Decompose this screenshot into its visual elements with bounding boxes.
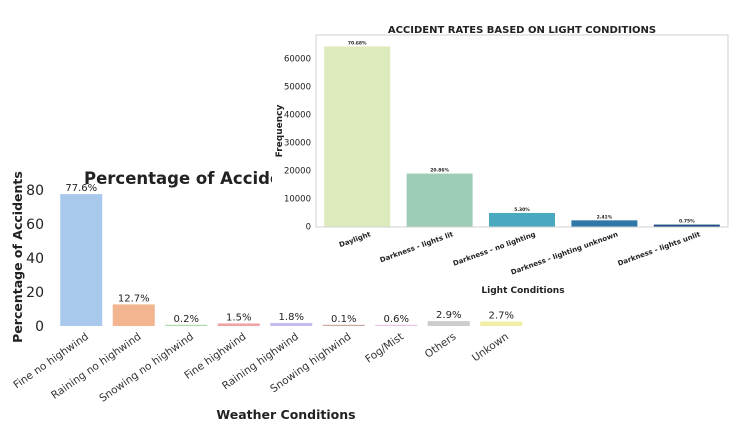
weather-bar	[60, 194, 103, 326]
weather-chart-x-axis-label: Weather Conditions	[216, 407, 355, 422]
light-chart-plot-frame	[315, 34, 729, 228]
weather-y-tick-label: 0	[35, 319, 44, 335]
light-bar-value-label: 70.68%	[348, 40, 367, 46]
light-bar	[571, 220, 638, 227]
light-chart-title: ACCIDENT RATES BASED ON LIGHT CONDITIONS	[388, 25, 656, 36]
weather-bar	[480, 321, 523, 326]
weather-x-tick-label: Unkown	[470, 331, 511, 365]
light-bar	[653, 224, 720, 227]
weather-bar-value-label: 0.1%	[331, 314, 356, 325]
weather-bar	[270, 322, 313, 326]
light-y-tick-label: 10000	[284, 195, 311, 205]
weather-bar-value-label: 1.8%	[279, 312, 304, 323]
light-chart-x-axis-label: Light Conditions	[481, 286, 564, 296]
light-bar-value-label: 5.30%	[514, 207, 530, 213]
weather-chart-title: Percentage of Acciden	[84, 169, 293, 188]
weather-bar	[217, 323, 260, 326]
light-y-tick-label: 50000	[284, 83, 311, 93]
weather-bar	[112, 304, 155, 326]
weather-bar-value-label: 0.6%	[384, 314, 409, 325]
weather-y-tick-label: 60	[26, 217, 44, 233]
weather-bar-value-label: 77.6%	[65, 183, 97, 194]
weather-bar	[427, 321, 470, 326]
light-chart-y-axis-label: Frequency	[275, 105, 285, 158]
weather-bar	[375, 324, 418, 326]
weather-bar	[322, 324, 365, 326]
light-chart: ACCIDENT RATES BASED ON LIGHT CONDITIONS…	[272, 18, 735, 307]
weather-x-tick-label: Snowing no highwind	[97, 331, 196, 405]
weather-bar-value-label: 2.7%	[489, 310, 514, 321]
light-y-tick-label: 20000	[284, 167, 311, 177]
light-bar-value-label: 0.75%	[679, 219, 695, 225]
weather-y-tick-label: 20	[26, 285, 44, 301]
light-y-tick-label: 60000	[284, 55, 311, 65]
light-y-tick-label: 40000	[284, 111, 311, 121]
weather-y-tick-label: 80	[26, 183, 44, 199]
weather-y-tick-label: 40	[26, 251, 44, 267]
weather-bar-value-label: 12.7%	[118, 293, 150, 304]
light-bar-value-label: 20.86%	[430, 168, 449, 174]
weather-x-tick-label: Others	[423, 331, 459, 361]
light-bar-value-label: 2.41%	[597, 214, 613, 220]
weather-x-tick-label: Fog/Mist	[363, 331, 406, 366]
light-bar	[489, 212, 555, 227]
weather-bar-value-label: 0.2%	[174, 314, 199, 325]
light-bar	[324, 46, 391, 227]
weather-bar-value-label: 1.5%	[226, 312, 251, 323]
weather-chart-y-axis-label: Percentage of Accidents	[10, 171, 25, 343]
weather-bar-value-label: 2.9%	[436, 310, 461, 321]
light-y-tick-label: 30000	[284, 139, 311, 149]
weather-x-tick-label: Raining no highwind	[49, 331, 143, 402]
light-y-tick-label: 0	[306, 223, 311, 233]
light-bar	[406, 173, 473, 227]
weather-bar	[165, 324, 208, 326]
